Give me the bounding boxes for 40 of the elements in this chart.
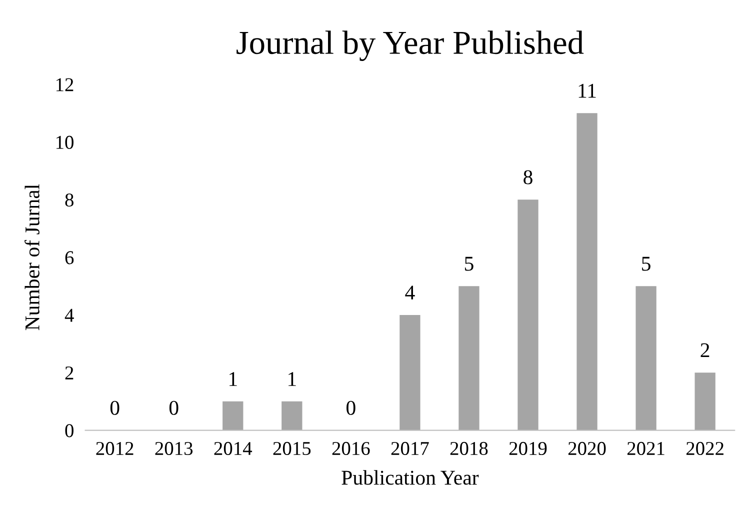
data-label: 0 [110, 400, 120, 415]
bar [694, 372, 716, 430]
x-tick-label: 2013 [155, 442, 193, 456]
x-tick-label: 2020 [568, 442, 606, 456]
bar [518, 200, 538, 430]
chart-title: Journal by Year Published [236, 30, 584, 61]
bar [576, 113, 598, 430]
data-label: 11 [578, 84, 596, 98]
data-label: 0 [346, 400, 356, 415]
y-tick-label: 12 [56, 78, 74, 92]
x-tick-label: 2014 [214, 442, 252, 456]
bar [282, 401, 302, 430]
data-label: 0 [169, 400, 178, 415]
x-tick-label: 2017 [391, 442, 429, 456]
x-tick-label: 2015 [273, 442, 311, 456]
bar [222, 401, 244, 430]
data-label: 5 [464, 256, 474, 271]
x-tick-label: 2016 [332, 442, 370, 456]
data-label: 1 [230, 372, 237, 386]
y-tick-label: 4 [64, 308, 74, 322]
x-tick-label: 2022 [686, 442, 724, 456]
data-label: 1 [288, 372, 296, 386]
x-tick-label: 2019 [509, 442, 547, 456]
y-tick-label: 2 [65, 366, 74, 380]
data-label: 4 [405, 286, 415, 300]
x-tick-label: 2021 [627, 442, 664, 456]
y-tick-label: 8 [65, 193, 74, 207]
x-tick-label: 2018 [450, 442, 488, 456]
bar [636, 286, 656, 430]
x-axis-title: Publication Year [342, 470, 479, 485]
y-tick-label: 6 [65, 251, 74, 264]
data-label: 8 [524, 170, 532, 184]
y-tick-label: 10 [56, 136, 74, 149]
bar [400, 314, 420, 430]
x-tick-label: 2012 [96, 442, 134, 456]
y-tick-label: 0 [65, 424, 74, 438]
bar [458, 286, 480, 430]
data-label: 2 [700, 343, 710, 358]
data-label: 5 [642, 256, 650, 271]
y-axis-title: Number of Jurnal [24, 184, 40, 330]
